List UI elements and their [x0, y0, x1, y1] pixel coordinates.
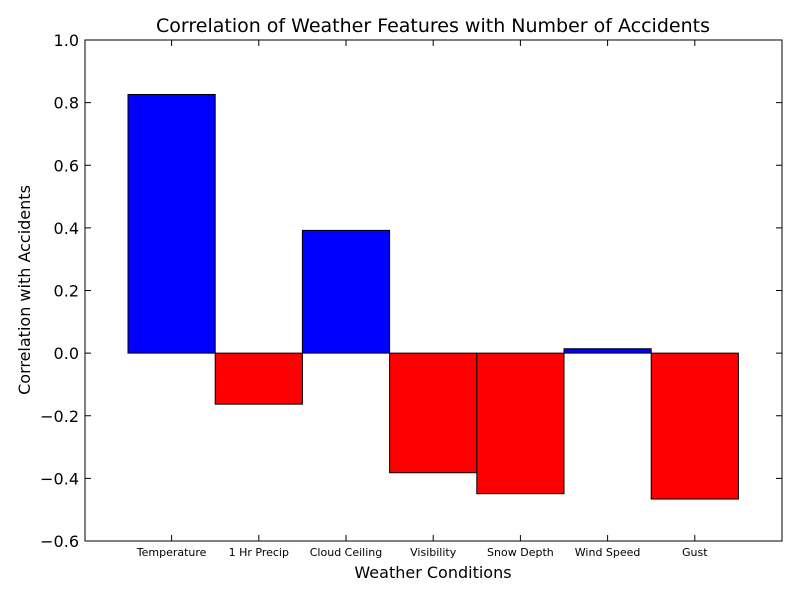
y-tick-labels: −0.6 −0.4 −0.2 0.0 0.2 0.4 0.6 0.8 1.0 — [40, 31, 79, 551]
bars — [127, 93, 739, 500]
y-tick-label: 0.4 — [54, 219, 79, 238]
y-tick-label: 0.6 — [54, 156, 79, 175]
y-tick-label: −0.2 — [40, 407, 79, 426]
y-tick-label: −0.4 — [40, 469, 79, 488]
bar-visibility — [389, 352, 478, 474]
x-tick-labels: Temperature 1 Hr Precip Cloud Ceiling Visib… — [136, 546, 708, 559]
y-tick-label: −0.6 — [40, 532, 79, 551]
x-tick-label: Snow Depth — [487, 546, 554, 559]
chart-title: Correlation of Weather Features with Num… — [156, 15, 710, 37]
x-tick-label: Gust — [682, 546, 708, 559]
bar-1-hr-precip — [214, 352, 303, 405]
bar-wind-speed — [563, 348, 652, 354]
y-axis-label: Correlation with Accidents — [15, 185, 34, 395]
bar-snow-depth — [476, 352, 565, 495]
x-tick-label: Wind Speed — [575, 546, 641, 559]
plot-frame — [84, 39, 783, 542]
bar-cloud-ceiling — [301, 229, 391, 354]
bar-gust — [650, 352, 739, 500]
x-tick-label: Visibility — [410, 546, 457, 559]
x-tick-label: Temperature — [136, 546, 207, 559]
x-axis-label: Weather Conditions — [354, 563, 511, 582]
axis-ticks — [85, 39, 782, 542]
y-tick-label: 0.8 — [54, 94, 79, 113]
x-tick-label: 1 Hr Precip — [229, 546, 289, 559]
bar-temperature — [127, 93, 216, 354]
y-tick-label: 0.2 — [54, 282, 79, 301]
x-tick-label: Cloud Ceiling — [310, 546, 383, 559]
y-tick-label: 1.0 — [54, 31, 79, 50]
y-tick-label: 0.0 — [54, 344, 79, 363]
